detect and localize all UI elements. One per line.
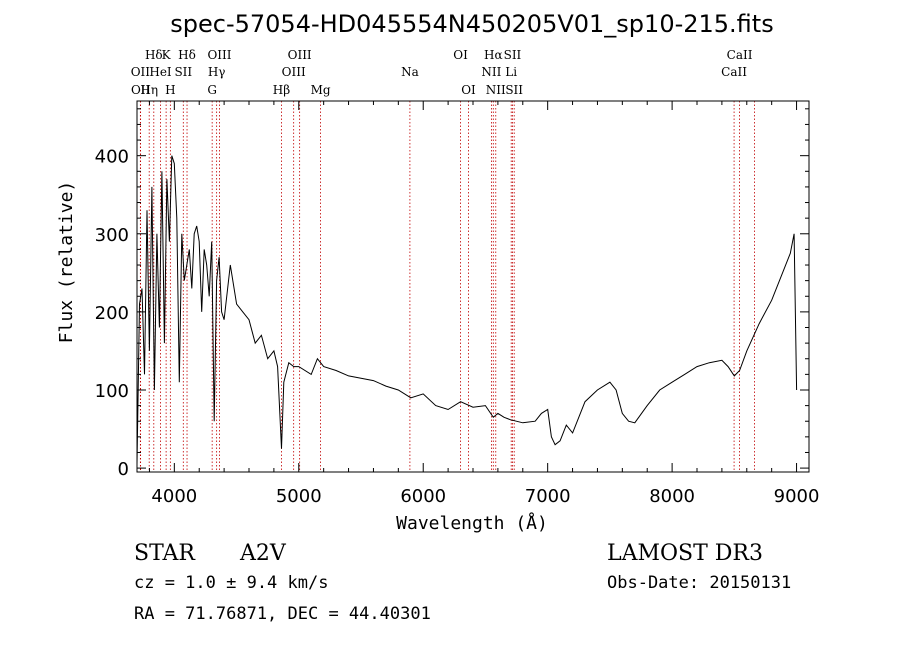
y-axis-label: Flux (relative) (56, 181, 77, 344)
spectral-line-label: Hγ (208, 65, 226, 79)
x-tick-label: 7000 (525, 486, 571, 507)
y-tick-label: 200 (95, 303, 129, 324)
spectral-line-label: SII (505, 83, 523, 97)
y-tick-label: 300 (95, 225, 129, 246)
spectral-line-label: SII (504, 48, 522, 62)
spectral-line-label: Hδ (178, 48, 196, 62)
spectral-line-label: HeI (149, 65, 172, 79)
spectral-line-label: SII (174, 65, 192, 79)
x-tick-label: 4000 (151, 486, 197, 507)
spectral-line-label: OIII (282, 65, 306, 79)
spectral-line-label: OIII (288, 48, 312, 62)
axis-ticks: 4000 5000 6000 7000 8000 9000 0 100 200 300 400 (95, 101, 820, 507)
spectral-line-label: CaII (727, 48, 753, 62)
spectral-line-label: OI (453, 48, 468, 62)
survey-name: LAMOST DR3 (607, 541, 763, 566)
spectral-line-label: OIII (207, 48, 231, 62)
plot-frame (136, 100, 810, 473)
spectral-line-label: K (162, 48, 172, 62)
y-tick-label: 400 (95, 147, 129, 168)
spectrum-trace (136, 155, 798, 465)
x-tick-label: 8000 (649, 486, 695, 507)
spectral-line-label: NII (481, 65, 501, 79)
y-tick-label: 100 (95, 381, 129, 402)
x-tick-label: 9000 (774, 486, 820, 507)
spectral-line-label: OII (131, 83, 151, 97)
object-subclass: A2V (239, 541, 287, 566)
spectral-line-label: OI (461, 83, 476, 97)
x-tick-label: 6000 (400, 486, 446, 507)
spectral-line-label: OII (131, 65, 151, 79)
spectral-line-label: Na (401, 65, 419, 79)
spectral-line-label: H (165, 83, 175, 97)
x-tick-label: 5000 (276, 486, 322, 507)
spectral-line-label: Li (505, 65, 517, 79)
spectral-line-label: Mg (311, 83, 331, 97)
spectral-line-label: Hη (140, 83, 158, 97)
spectral-line-label: G (207, 83, 217, 97)
spectral-line-label: Hδ (145, 48, 163, 62)
coordinates-readout: RA = 71.76871, DEC = 44.40301 (134, 604, 431, 624)
observation-date: Obs-Date: 20150131 (607, 573, 791, 593)
spectral-line-label: CaII (721, 65, 747, 79)
spectral-line-label: Hα (484, 48, 503, 62)
spectral-line-label: NII (486, 83, 506, 97)
redshift-readout: cz = 1.0 ± 9.4 km/s (134, 573, 328, 593)
chart-title: spec-57054-HD045554N450205V01_sp10-215.f… (170, 10, 773, 38)
spectral-line-label: CaII (742, 0, 768, 3)
spectral-line-label: Hβ (273, 83, 290, 97)
spectral-line-markers (139, 101, 755, 472)
y-tick-label: 0 (118, 459, 129, 480)
x-axis-label: Wavelength (Å) (396, 512, 548, 534)
object-class: STAR (134, 541, 196, 566)
